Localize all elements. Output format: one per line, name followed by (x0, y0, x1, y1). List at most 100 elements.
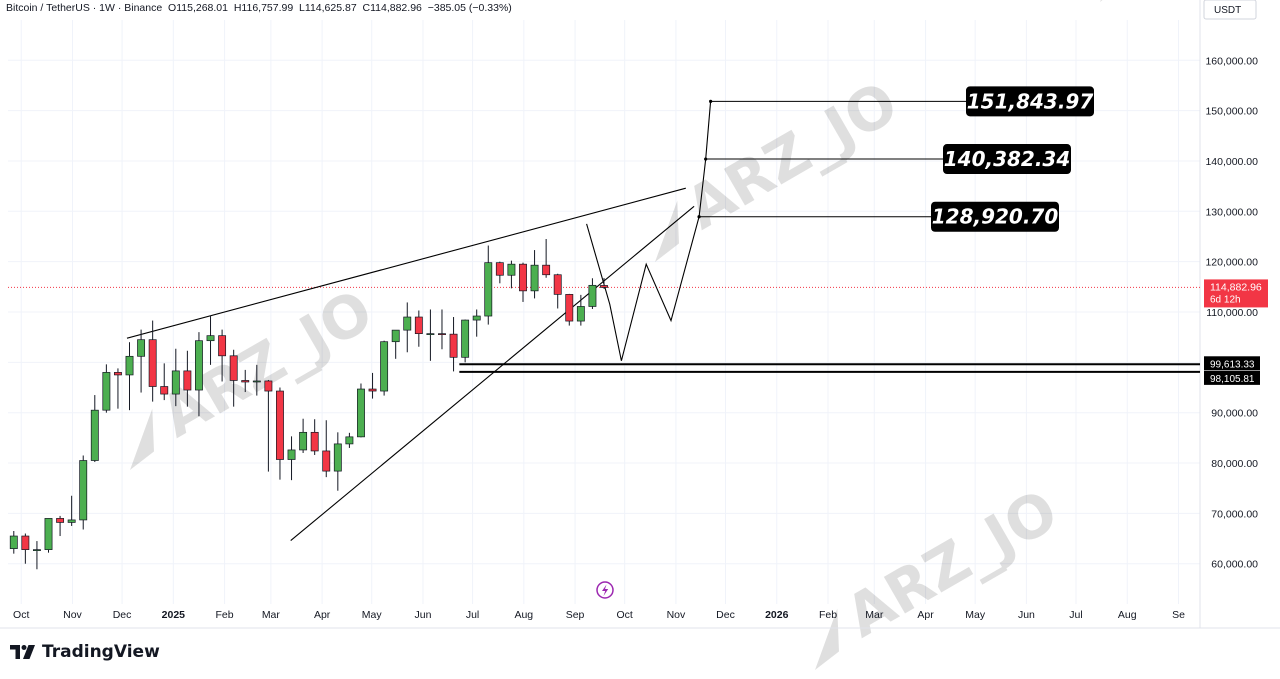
candle (449, 317, 458, 372)
candle-body (565, 294, 574, 322)
flash-icon[interactable] (596, 581, 614, 599)
x-tick-label: Mar (262, 609, 281, 621)
candle (160, 363, 169, 401)
x-tick-label: May (362, 609, 383, 621)
candle (461, 319, 470, 363)
candle-body (183, 370, 192, 391)
candle (299, 418, 308, 453)
ohlc-open: O115,268.01 (168, 2, 228, 14)
candle (553, 273, 562, 309)
candle (241, 369, 250, 393)
candle (507, 260, 516, 289)
drawn-lines (126, 101, 712, 542)
target-label-box (966, 86, 1094, 117)
grid (8, 20, 1200, 604)
x-tick-label: Oct (13, 609, 29, 621)
candle-body (114, 372, 122, 376)
y-tick-label: 110,000.00 (1206, 307, 1258, 319)
x-tick-label: Oct (616, 609, 632, 621)
x-tick-label: Nov (667, 609, 686, 621)
x-tick-label: Jul (466, 609, 479, 621)
candle-body (32, 549, 41, 551)
candle-body (380, 341, 389, 392)
candle-body (461, 319, 470, 358)
candle (414, 310, 423, 347)
candle (114, 368, 122, 409)
target-anchor-point (697, 215, 701, 219)
candle (565, 293, 574, 326)
candle-body (333, 443, 342, 472)
candle (357, 383, 365, 438)
y-tick-label: 130,000.00 (1205, 206, 1258, 218)
candles (9, 239, 608, 570)
candle (137, 329, 146, 393)
watermark-arrow-icon (655, 200, 679, 262)
target-label-box (931, 201, 1059, 232)
candle-body (495, 262, 504, 276)
candle-body (264, 380, 273, 392)
candle (183, 350, 192, 407)
ohlc-high: H116,757.99 (233, 2, 294, 14)
candle (195, 332, 203, 417)
candle-body (414, 316, 423, 334)
level-price-badge (1204, 370, 1260, 385)
candle-body (276, 390, 284, 460)
candle-body (484, 262, 493, 317)
watermark-mark (1100, 0, 1111, 2)
candle-body (530, 264, 539, 292)
horizontal-levels (8, 286, 1200, 373)
x-tick-label: Aug (1118, 609, 1137, 621)
candle (391, 329, 400, 359)
lower-trendline (290, 205, 695, 542)
x-tick-label: Dec (716, 609, 735, 621)
y-tick-label: 150,000.00 (1205, 106, 1258, 118)
target-anchor-point (704, 157, 708, 161)
x-tick-label: Mar (865, 609, 884, 621)
x-tick-label: Aug (514, 609, 533, 621)
candle (519, 262, 527, 302)
projection-path (586, 101, 712, 361)
candle-body (252, 380, 261, 383)
y-tick-label: 70,000.00 (1211, 508, 1258, 520)
candle-body (542, 264, 551, 276)
candle (148, 320, 157, 402)
candle-body (218, 335, 227, 357)
candle-body (449, 333, 458, 358)
candle-body (241, 380, 250, 383)
candle (252, 364, 261, 396)
candle-body (44, 518, 53, 550)
x-tick-label: Jun (414, 609, 431, 621)
ohlc-low: L114,625.87 (299, 2, 357, 14)
candle (125, 342, 134, 411)
y-tick-label: 90,000.00 (1211, 408, 1258, 420)
candle-body (21, 535, 30, 550)
candle-body (90, 409, 99, 461)
candle-body (137, 339, 146, 357)
candle (264, 379, 273, 472)
candle (530, 250, 539, 299)
candle (333, 432, 342, 491)
candle-body (438, 333, 446, 335)
candle-body (148, 339, 157, 387)
candle (90, 395, 99, 463)
currency-label: USDT (1214, 5, 1241, 16)
candle (276, 387, 284, 480)
candle (287, 436, 296, 481)
candle-body (171, 370, 180, 395)
currency-button[interactable] (1203, 0, 1257, 20)
x-tick-label: Feb (216, 609, 234, 621)
candle (67, 495, 76, 526)
watermark-arrow-icon (815, 608, 839, 670)
last-price-label: 114,882.96 (1210, 281, 1262, 293)
tradingview-logo[interactable]: TradingView (10, 642, 160, 662)
level-price-label: 99,613.33 (1210, 359, 1255, 370)
watermark-arrow-icon (1100, 0, 1111, 2)
candle (368, 372, 377, 399)
candle (472, 309, 481, 337)
target-labels: 151,843.97 140,382.34 128,920.70 (697, 86, 1094, 232)
x-tick-label: Nov (63, 609, 82, 621)
upper-trendline (126, 187, 686, 339)
candle-body (322, 450, 331, 472)
candle-body (426, 333, 435, 335)
